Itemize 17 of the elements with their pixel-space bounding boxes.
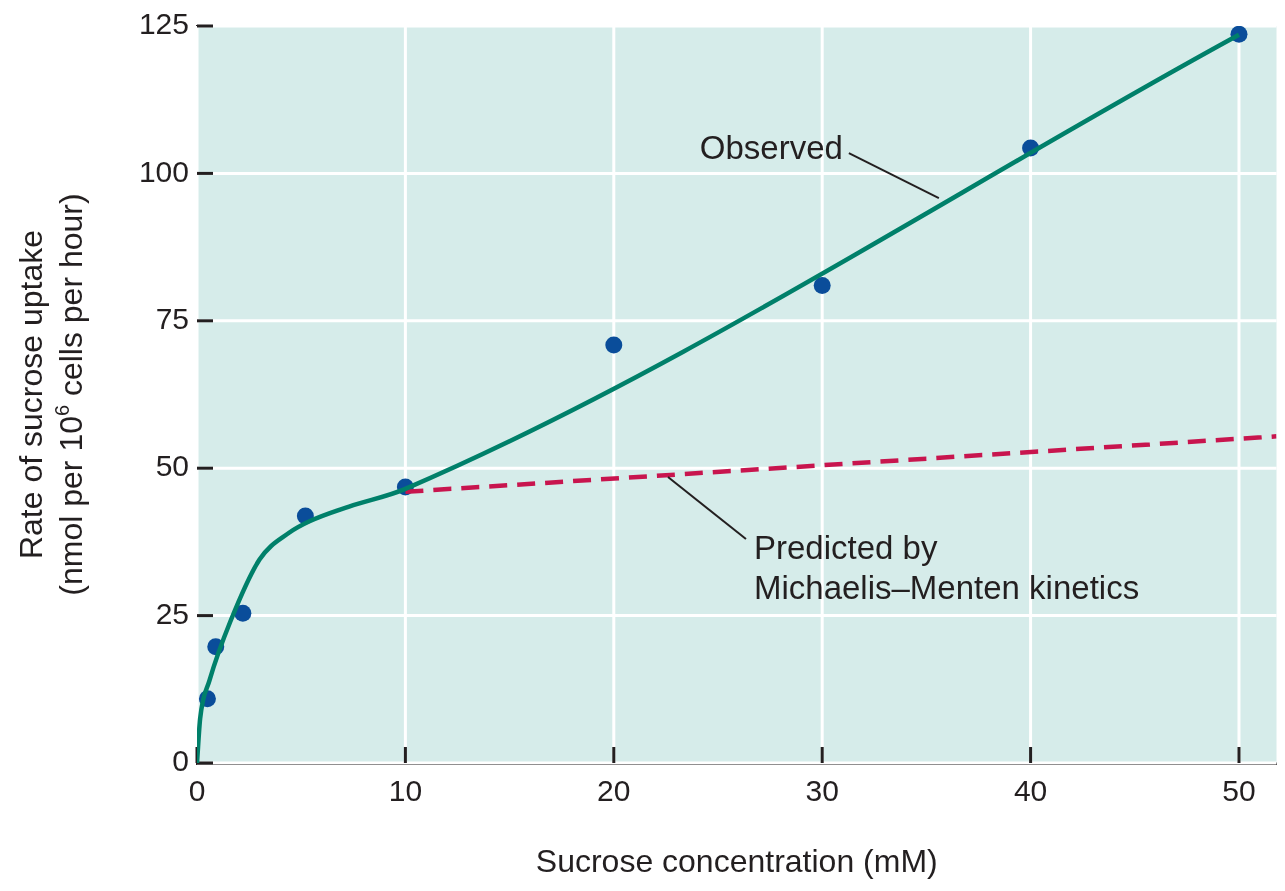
x-tick-label: 30 (805, 774, 839, 808)
y-tick-label: 50 (155, 449, 189, 483)
point (813, 276, 831, 294)
y-tick-label: 75 (155, 302, 189, 336)
y-tick-label: 125 (138, 7, 189, 41)
x-tick-label: 10 (388, 774, 423, 808)
annotation: Predicted by Michaelis–Menten kinetics (753, 529, 1140, 607)
point (605, 336, 623, 354)
x-axis-title: Sucrose concentration (mM) (535, 843, 938, 879)
y-tick-label: 25 (155, 596, 189, 630)
x-tick-label: 50 (1222, 774, 1256, 808)
x-tick-label: 20 (597, 774, 631, 808)
point (234, 604, 252, 622)
annotation: Observed (699, 129, 843, 167)
y-tick-label: 0 (172, 744, 189, 778)
x-tick-label: 40 (1013, 774, 1048, 808)
y-tick-label: 100 (138, 154, 189, 188)
